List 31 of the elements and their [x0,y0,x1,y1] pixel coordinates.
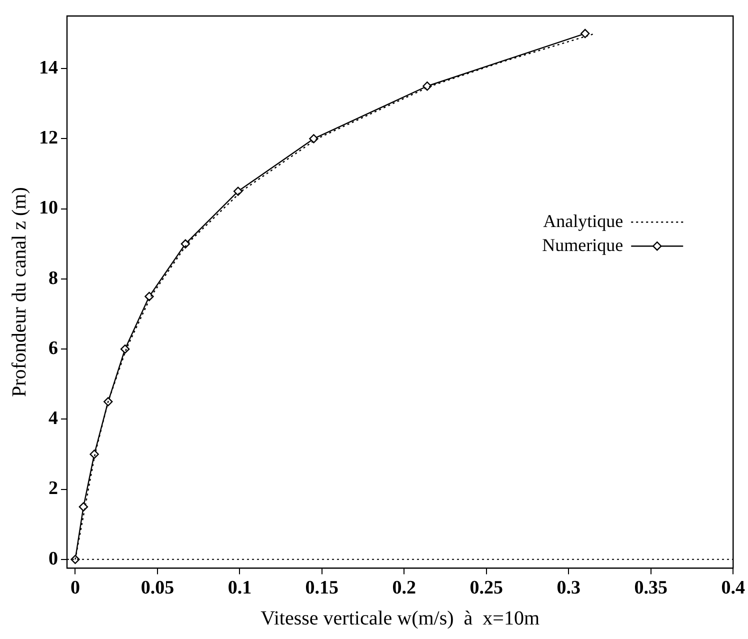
x-tick-label: 0.35 [634,578,668,599]
y-tick-label: 10 [39,198,58,219]
y-tick-label: 4 [48,408,58,430]
x-tick-label: 0.4 [721,578,746,599]
x-tick-label: 0.3 [556,578,581,599]
y-tick-label: 14 [39,57,58,78]
y-tick-label: 12 [39,128,58,149]
point [104,397,113,406]
y-tick-label: 8 [48,268,58,289]
x-tick-label: 0.2 [392,578,416,599]
y-tick-label: 0 [48,548,58,570]
point [580,28,590,38]
x-tick-label: 0.1 [228,578,252,599]
legend-label: Numerique [542,234,624,255]
point [90,450,99,459]
y-tick-label: 2 [48,478,58,500]
point [144,292,154,302]
point [78,502,88,512]
x-tick-label: 0.25 [470,578,504,599]
legend-label: Analytique [543,210,624,231]
point [422,82,432,91]
point [120,344,130,354]
point [233,186,243,196]
y-tick-label: 6 [48,338,58,359]
point [309,134,318,144]
x-axis-title: Vitesse verticale w(m/s) à x=10m [260,607,540,630]
x-tick-label: 0.15 [305,578,339,599]
y-axis-title: Profondeur du canal z (m) [8,187,30,398]
x-tick-label: 0 [70,578,80,599]
point [180,239,190,248]
x-tick-label: 0.05 [140,578,174,599]
